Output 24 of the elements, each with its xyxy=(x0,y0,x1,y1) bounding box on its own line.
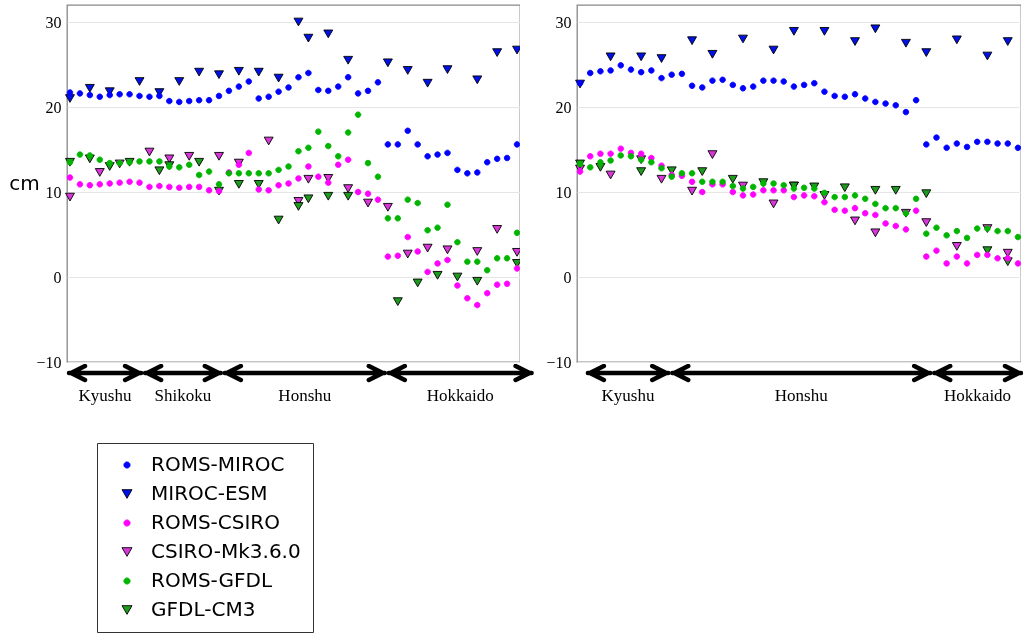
legend-label: MIROC-ESM xyxy=(151,481,268,505)
legend-label: ROMS-CSIRO xyxy=(151,510,281,534)
legend-label: GFDL-CM3 xyxy=(151,597,256,621)
text: Hokkaido xyxy=(426,386,494,406)
y-tick-label: 10 xyxy=(555,183,572,201)
legend-label: CSIRO-Mk3.6.0 xyxy=(151,539,301,563)
y-tick-label: 0 xyxy=(563,268,572,286)
y-tick-label: 0 xyxy=(53,268,62,286)
y-tick-label: 10 xyxy=(45,183,62,201)
text: Shikoku xyxy=(154,386,212,406)
y-tick-label: 30 xyxy=(45,13,62,31)
legend-label: ROMS-MIROC xyxy=(151,452,285,476)
legend-label: ROMS-GFDL xyxy=(151,568,273,592)
text: Honshu xyxy=(774,386,828,406)
y-tick-label: −10 xyxy=(36,353,62,371)
text: Kyushu xyxy=(601,386,655,406)
y-tick-label: 20 xyxy=(555,98,572,116)
y-tick-label: 20 xyxy=(45,98,62,116)
text: Kyushu xyxy=(78,386,132,406)
y-axis-title: cm xyxy=(9,171,40,195)
text: Hokkaido xyxy=(944,386,1012,406)
text: Honshu xyxy=(278,386,332,406)
y-tick-label: −10 xyxy=(546,353,572,371)
y-tick-label: 30 xyxy=(555,13,572,31)
